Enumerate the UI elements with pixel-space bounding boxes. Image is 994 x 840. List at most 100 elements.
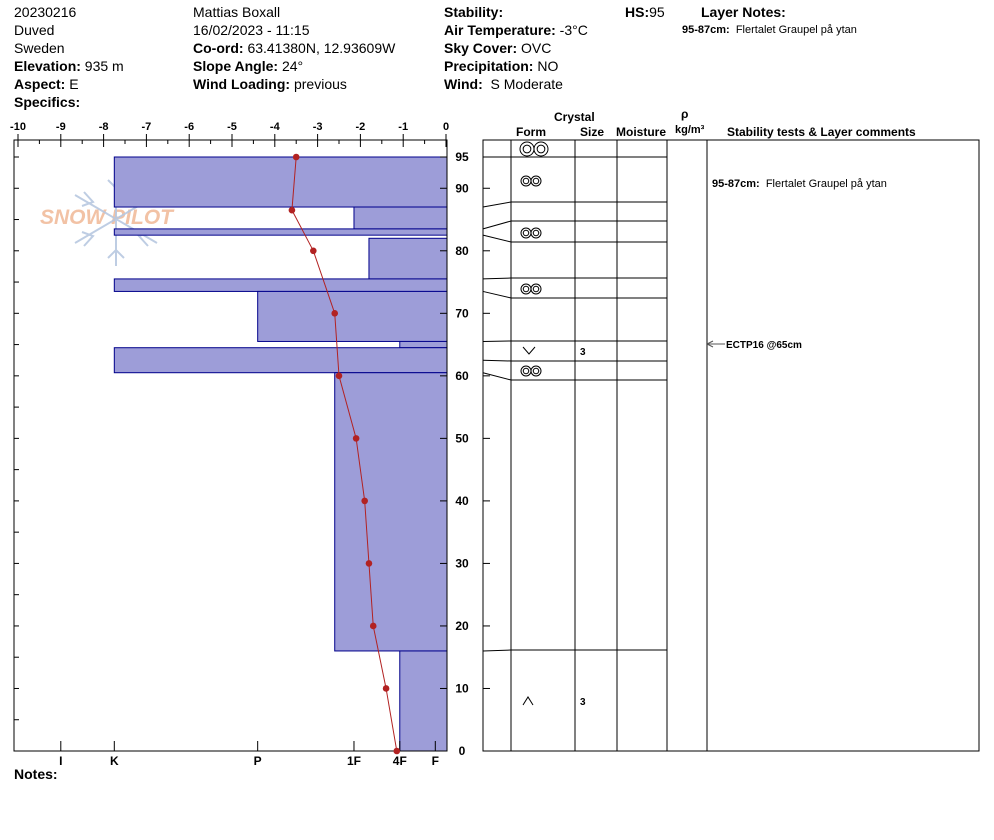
comment-layer-text: Flertalet Graupel på ytan xyxy=(765,178,887,190)
depth-tick-label: 80 xyxy=(455,244,469,258)
depth-tick-label: 90 xyxy=(455,181,469,195)
country: Sweden xyxy=(14,40,65,56)
depth-hoar-icon xyxy=(522,696,534,706)
temp-tick-label: -1 xyxy=(398,121,408,133)
sky-label: Sky Cover: xyxy=(444,40,518,56)
wind: Wind: S Moderate xyxy=(444,75,563,93)
hardness-bar xyxy=(113,278,448,292)
depth-tick-label: 0 xyxy=(459,744,466,758)
depth-tick-label: 30 xyxy=(455,556,469,570)
air-temp-value: -3°C xyxy=(559,22,588,38)
wind-label: Wind: xyxy=(444,76,483,92)
hardness-bar xyxy=(368,237,448,280)
temperature-point xyxy=(365,560,373,567)
coordinates: Co-ord: 63.41380N, 12.93609W xyxy=(193,39,395,57)
hardness-bar xyxy=(257,290,448,342)
temperature-point xyxy=(331,310,339,317)
layer-note-range: 95-87cm: xyxy=(682,24,730,36)
temp-tick-label: -9 xyxy=(56,121,66,133)
wind-loading-value: previous xyxy=(293,76,347,92)
hardness-bar xyxy=(399,340,448,349)
temp-tick-label: 0 xyxy=(443,121,449,133)
depth-tick-label: 40 xyxy=(455,494,469,508)
graupel-icon xyxy=(520,175,542,187)
coord-value: 63.41380N, 12.93609W xyxy=(247,40,396,56)
aspect: Aspect: E xyxy=(14,75,79,93)
temperature-point xyxy=(369,622,377,630)
graupel-icon xyxy=(520,227,542,239)
temperature-point xyxy=(292,153,300,161)
hardness-tick-label: 1F xyxy=(347,754,361,768)
temp-tick-label: -3 xyxy=(313,121,323,133)
location: Duved xyxy=(14,22,55,38)
temp-tick-label: -8 xyxy=(99,121,109,133)
snow-pilot-logo: SNOW PILOT xyxy=(40,206,173,229)
hardness-tick-label: I xyxy=(59,754,62,768)
layer-boundary xyxy=(482,201,667,208)
hardness-tick-label: K xyxy=(110,754,119,768)
surface-hoar-icon xyxy=(522,346,536,355)
sky-value: OVC xyxy=(521,40,552,56)
col-moisture: Moisture xyxy=(616,125,667,139)
layer-boundary xyxy=(482,359,667,362)
layer-note-text: Flertalet Graupel på ytan xyxy=(735,24,857,36)
col-rho: ρ xyxy=(681,107,689,121)
temperature-point xyxy=(361,497,368,505)
aspect-value: E xyxy=(69,76,79,92)
depth-tick-label: 20 xyxy=(455,619,469,633)
col-size: Size xyxy=(580,125,605,139)
temp-tick-label: -2 xyxy=(356,121,366,133)
wind-value: S Moderate xyxy=(490,76,563,92)
depth-tick-label: 95 xyxy=(455,150,469,164)
hardness-tick-label: P xyxy=(254,754,262,768)
temperature-point xyxy=(382,685,390,692)
date: 20230216 xyxy=(14,4,77,20)
wind-loading: Wind Loading: previous xyxy=(193,75,347,93)
coord-label: Co-ord: xyxy=(193,40,244,56)
col-density-unit: kg/m³ xyxy=(675,124,705,136)
layer-boundary xyxy=(482,277,667,280)
sky-cover: Sky Cover: OVC xyxy=(444,39,551,57)
hardness-tick-label: 4F xyxy=(393,754,407,768)
observer: Mattias Boxall xyxy=(193,4,281,20)
stability-label: Stability: xyxy=(444,4,504,20)
elevation-value: 935 m xyxy=(84,58,124,74)
temp-tick-label: -7 xyxy=(142,121,152,133)
depth-tick-label: 50 xyxy=(455,431,469,445)
graupel-icon xyxy=(520,283,542,295)
layer-boundary xyxy=(482,649,667,652)
layer-boundary xyxy=(482,290,667,299)
slope-angle: Slope Angle: 24° xyxy=(193,57,303,75)
hardness-bar xyxy=(399,650,448,752)
hardness-bar xyxy=(113,156,448,208)
col-comments: Stability tests & Layer comments xyxy=(727,125,916,139)
aspect-label: Aspect: xyxy=(14,76,66,92)
hs-label: HS: xyxy=(625,4,650,20)
col-crystal: Crystal xyxy=(554,110,595,124)
comment-layer-range: 95-87cm: xyxy=(712,178,760,190)
temp-tick-label: -10 xyxy=(10,121,26,133)
depth-tick-label: 70 xyxy=(455,306,469,320)
elevation: Elevation: 935 m xyxy=(14,57,124,75)
specifics-label: Specifics: xyxy=(14,94,81,110)
temperature-point xyxy=(335,372,343,380)
hardness-tick-label: F xyxy=(432,754,439,768)
layer-boundary xyxy=(482,220,667,230)
notes-label: Notes: xyxy=(14,766,58,782)
layer-note: 95-87cm: Flertalet Graupel på ytan xyxy=(682,24,857,37)
temperature-point xyxy=(352,435,360,442)
slope-value: 24° xyxy=(281,58,304,74)
precip-value: NO xyxy=(537,58,559,74)
hs-value: 95 xyxy=(649,4,665,20)
temperature-point xyxy=(393,747,401,755)
temperature-point xyxy=(288,206,296,214)
depth-tick-label: 10 xyxy=(455,681,469,695)
elevation-label: Elevation: xyxy=(14,58,81,74)
graupel-icon xyxy=(519,141,549,157)
air-temp-label: Air Temperature: xyxy=(444,22,556,38)
layer-table-frame xyxy=(482,139,980,752)
wind-loading-label: Wind Loading: xyxy=(193,76,291,92)
crystal-size: 3 xyxy=(580,347,586,358)
layer-boundary xyxy=(482,234,667,243)
